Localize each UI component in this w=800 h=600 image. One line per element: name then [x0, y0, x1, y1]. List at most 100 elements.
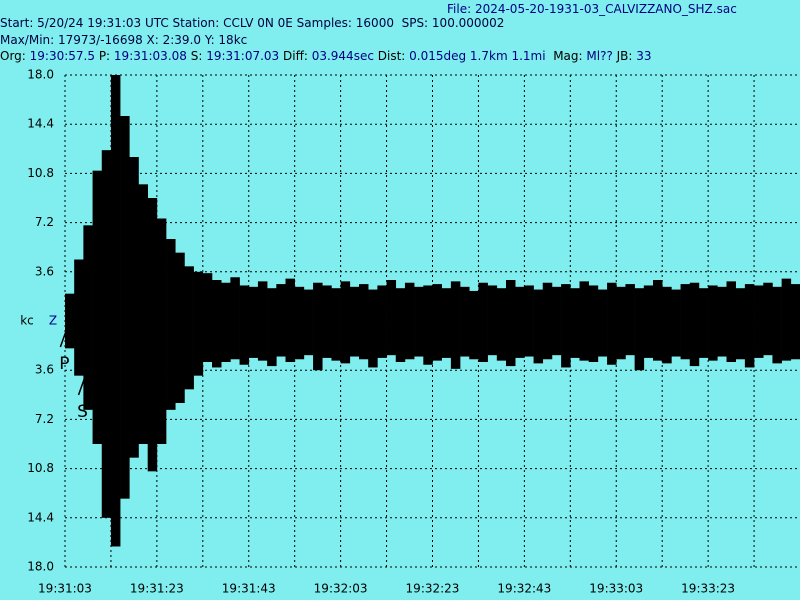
pick-label: P [59, 354, 69, 374]
waveform-segment [717, 286, 727, 357]
x-tick-label: 19:33:23 [681, 582, 735, 596]
y-tick-label: 3.6 [35, 363, 54, 377]
waveform-segment [230, 277, 240, 360]
waveform-segment [239, 285, 250, 365]
waveform-segment [110, 75, 121, 547]
y-unit: kc [20, 314, 34, 328]
pick-marker [77, 378, 90, 396]
waveform-segment [763, 282, 773, 356]
waveform-segment [221, 282, 231, 362]
waveform-segment [551, 286, 562, 356]
waveform-segment [634, 288, 645, 371]
waveform-segment [414, 286, 424, 357]
header-text: 03.944sec [311, 49, 374, 63]
waveform-segment [303, 289, 314, 356]
waveform-segment [790, 284, 800, 360]
header-line: Start: 5/20/24 19:31:03 UTC Station: CCL… [0, 15, 504, 31]
y-tick-label: 14.4 [27, 117, 54, 131]
waveform-segment [460, 286, 470, 357]
waveform-segment [65, 293, 75, 349]
y-tick-label: 18.0 [27, 560, 54, 574]
waveform-segment [698, 288, 709, 358]
y-tick-label: 7.2 [35, 215, 54, 229]
header-text: Dist: [373, 49, 410, 63]
waveform-segment [469, 290, 479, 360]
waveform-segment [726, 281, 736, 362]
waveform-segment [83, 225, 93, 410]
header-text: Max/Min: 17973/-16698 X: 2:39.0 Y: 18kc [0, 33, 248, 47]
waveform-segment [322, 285, 332, 358]
header-text: 33 [636, 49, 652, 63]
waveform-segment [276, 284, 286, 357]
waveform-segment [561, 284, 571, 368]
waveform-segment [395, 288, 406, 362]
y-tick-label: 10.8 [27, 166, 54, 180]
y-tick-label: 3.6 [35, 264, 54, 278]
x-tick-label: 19:31:03 [38, 582, 92, 596]
waveform-segment [662, 286, 672, 364]
waveform-segment [257, 281, 268, 361]
waveform-segment [248, 286, 259, 358]
waveform-segment [781, 278, 792, 361]
header-text: 0.015deg 1.7km 1.1mi [409, 49, 546, 63]
waveform-segment [404, 282, 415, 360]
waveform-segment [441, 288, 452, 358]
waveform-segment [386, 280, 397, 356]
x-tick-label: 19:32:03 [314, 582, 368, 596]
header-text: Org: [0, 49, 30, 63]
y-tick-label: 10.8 [27, 461, 54, 475]
waveform-segment [496, 288, 507, 361]
header-text: P: [95, 49, 114, 63]
waveform-segment [579, 281, 589, 361]
header-line: Org: 19:30:57.5 P: 19:31:03.08 S: 19:31:… [0, 48, 652, 64]
header-text: 19:31:03.08 [113, 49, 187, 63]
y-tick-label: 7.2 [35, 412, 54, 426]
waveform-segment [212, 280, 222, 368]
x-tick-label: 19:31:43 [222, 582, 276, 596]
waveform-segment [708, 285, 718, 361]
header-text: Mag: [545, 49, 587, 63]
pick-marker [59, 330, 72, 348]
waveform-segment [533, 289, 544, 364]
waveform-segment [607, 282, 617, 365]
waveform-segment [515, 286, 525, 358]
waveform-segment [689, 282, 700, 367]
channel-label: Z [49, 314, 57, 328]
header-text: 19:31:07.03 [206, 49, 280, 63]
waveform-segment [588, 285, 599, 362]
header-text: Ml?? [586, 49, 613, 63]
x-tick-label: 19:32:43 [497, 582, 551, 596]
x-tick-label: 19:31:23 [130, 582, 184, 596]
waveform-segment [359, 284, 369, 360]
header-text: File: 2024-05-20-1931-03_CALVIZZANO_SHZ.… [447, 2, 737, 16]
waveform-segment [193, 271, 204, 376]
waveform-segment [478, 282, 488, 362]
waveform-segment [202, 273, 213, 362]
waveform-segment [101, 150, 112, 518]
waveform-segment [423, 285, 433, 365]
waveform-segment [754, 285, 764, 358]
waveform-segment [313, 282, 323, 371]
waveform-segment [368, 289, 378, 368]
waveform-segment [524, 285, 534, 357]
x-tick-label: 19:33:03 [589, 582, 643, 596]
waveform-segment [772, 286, 782, 364]
header-line: File: 2024-05-20-1931-03_CALVIZZANO_SHZ.… [447, 1, 737, 17]
waveform-segment [671, 289, 681, 357]
waveform-segment [570, 288, 580, 358]
waveform-segment [92, 170, 103, 444]
waveform-segment [653, 280, 663, 361]
y-tick-label: 14.4 [27, 510, 54, 524]
waveform-segment [74, 259, 84, 376]
waveform-segment [680, 284, 691, 360]
header-text: JB: [612, 49, 637, 63]
waveform-segment [129, 157, 139, 458]
waveform-segment [597, 289, 608, 357]
waveform-segment [487, 285, 498, 356]
waveform-segment [156, 218, 167, 444]
waveform-segment [184, 266, 194, 390]
waveform-segment [450, 281, 461, 369]
header-text: Start: 5/20/24 19:31:03 UTC Station: CCL… [0, 16, 505, 30]
